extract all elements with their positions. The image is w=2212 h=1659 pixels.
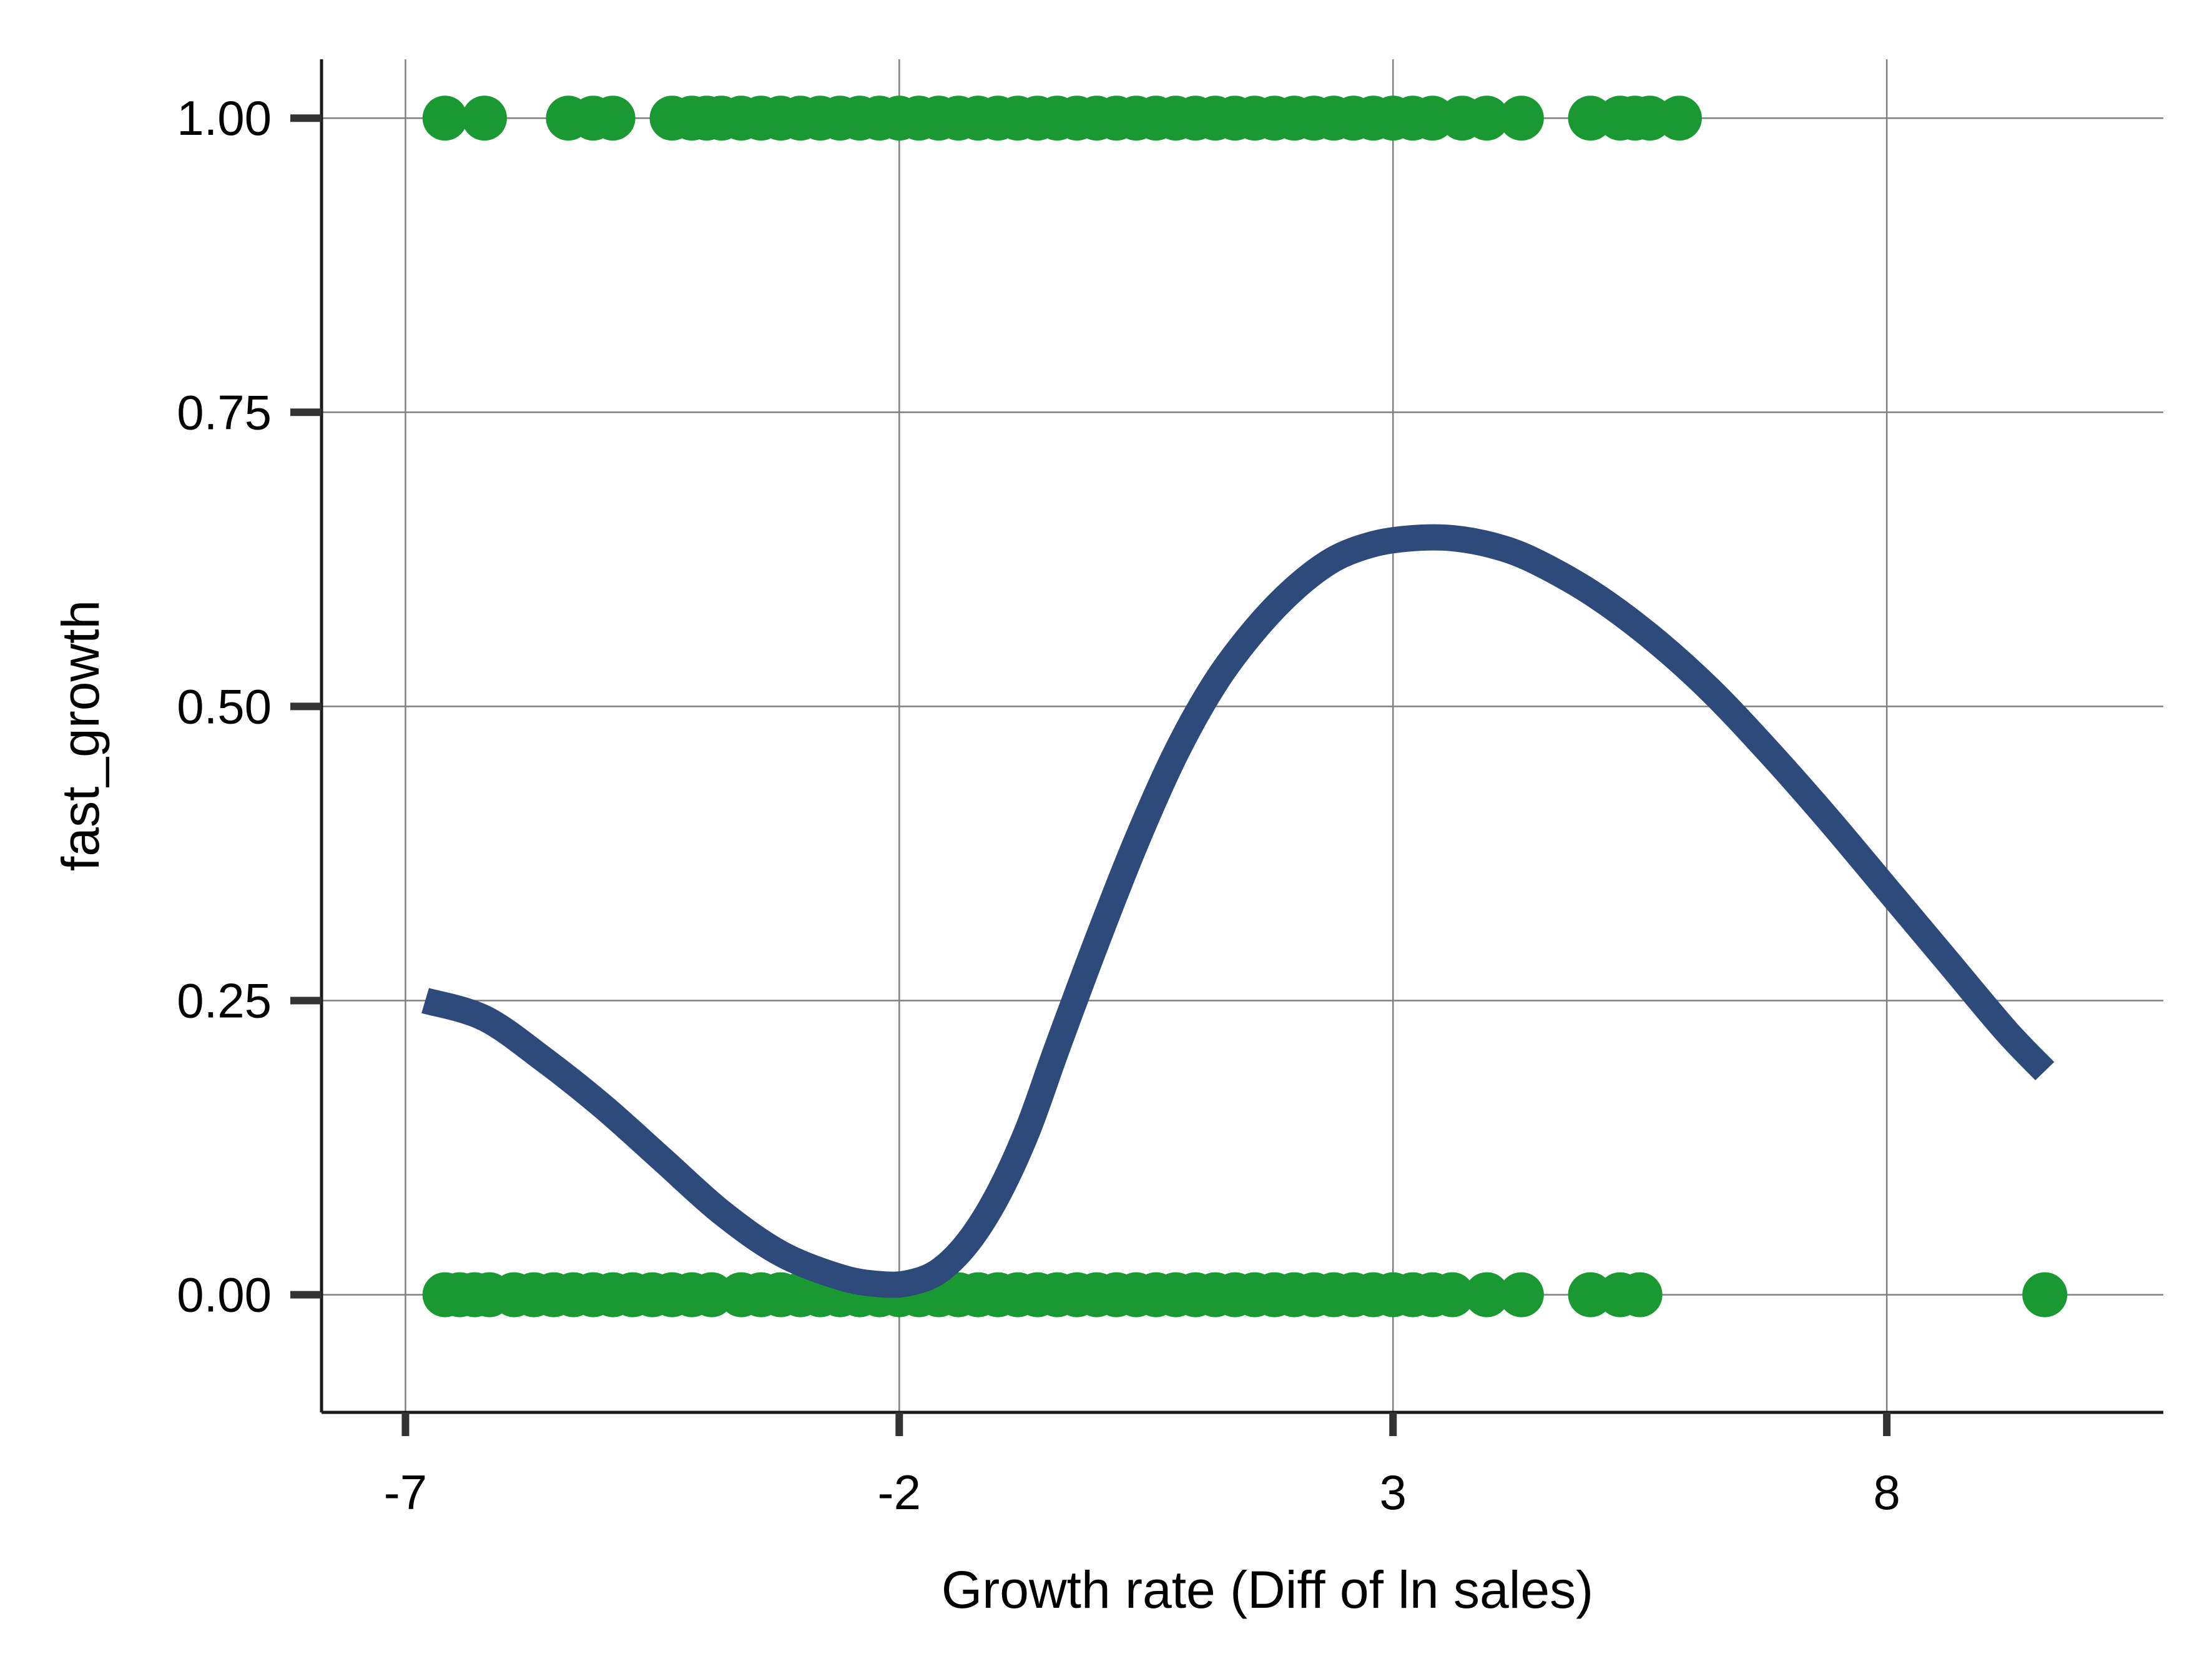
y-tick-label-2: 0.50	[177, 679, 272, 734]
x-axis-title: Growth rate (Diff of ln sales)	[941, 1560, 1593, 1619]
axes	[320, 59, 2163, 1414]
x-tick-label-0: -7	[384, 1465, 427, 1520]
x-tick-label-1: -2	[878, 1465, 921, 1520]
fitted-line-0	[421, 524, 2055, 1298]
point-y1-1	[461, 96, 507, 141]
point-y1-46	[1464, 96, 1510, 141]
point-y0-53	[1498, 1272, 1544, 1317]
fitted-curve	[421, 524, 2055, 1298]
point-y1-52	[1656, 96, 1702, 141]
y-tick-label-4: 1.00	[177, 91, 272, 145]
y-tick-label-0: 0.00	[177, 1268, 272, 1322]
y-tick-label-3: 0.75	[177, 385, 272, 440]
point-y0-51	[1430, 1272, 1475, 1317]
point-y0-52	[1464, 1272, 1510, 1317]
point-y0-56	[1617, 1272, 1663, 1317]
y-tick-label-1: 0.25	[177, 973, 272, 1028]
point-y1-4	[590, 96, 636, 141]
y-axis-title: fast_growth	[51, 600, 110, 871]
point-y0-57	[2022, 1272, 2068, 1317]
x-tick-label-2: 3	[1380, 1465, 1407, 1520]
point-y1-0	[422, 96, 468, 141]
x-tick-label-3: 8	[1873, 1465, 1900, 1520]
point-y1-47	[1498, 96, 1544, 141]
axis-ticks: -7 -2 3 8 0.00 0.25 0.50 0.75 1.00	[177, 91, 1900, 1520]
